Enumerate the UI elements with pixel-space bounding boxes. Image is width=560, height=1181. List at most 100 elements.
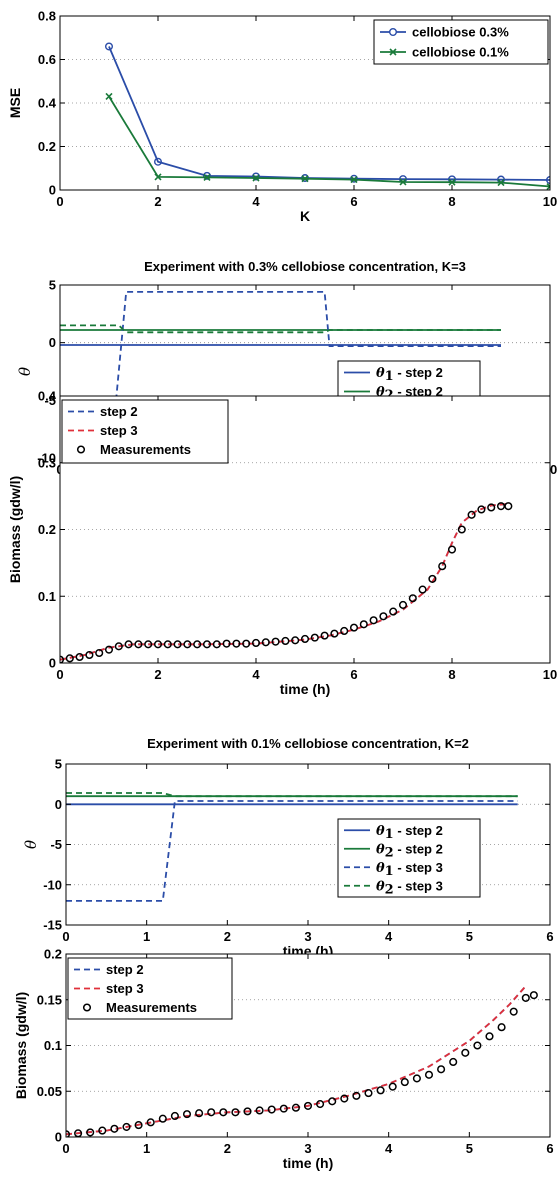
data-point xyxy=(301,175,309,183)
x-tick-label: 3 xyxy=(304,929,311,944)
x-tick-label: 2 xyxy=(154,667,161,682)
measurement-point xyxy=(134,640,143,649)
x-tick-label: 2 xyxy=(224,1141,231,1156)
legend-label: θ1 - step 2 xyxy=(376,365,443,384)
measurement-point xyxy=(340,1094,349,1103)
legend-entry: step 3 xyxy=(68,423,138,438)
measurement-point xyxy=(291,636,300,645)
legend-marker xyxy=(82,1003,92,1012)
x-tick-label: 4 xyxy=(252,194,260,209)
measurement-point xyxy=(279,1104,288,1113)
data-point xyxy=(497,179,505,187)
measurement-point xyxy=(144,640,153,649)
x-tick-label: 0 xyxy=(62,929,69,944)
legend: θ1 - step 2θ2 - step 2θ1 - step 3θ2 - st… xyxy=(337,818,481,898)
measurement-point xyxy=(485,1032,494,1041)
legend-label: Measurements xyxy=(100,442,191,457)
legend-label: cellobiose 0.3% xyxy=(412,25,509,40)
measurement-point xyxy=(389,607,398,616)
y-tick-label: 0.2 xyxy=(38,139,56,154)
legend-box xyxy=(373,19,549,65)
measurement-point xyxy=(75,652,84,662)
measurement-point xyxy=(212,640,221,649)
measurement-point xyxy=(369,616,378,625)
legend-label: θ1 - step 3 xyxy=(376,860,443,879)
measurement-point xyxy=(300,634,310,644)
y-tick-label: 0.2 xyxy=(38,522,56,537)
data-point xyxy=(105,92,113,101)
x-tick-label: 0 xyxy=(62,1141,69,1156)
measurement-point xyxy=(173,640,182,649)
measurement-point xyxy=(461,1048,470,1057)
measurement-point xyxy=(467,510,476,519)
legend-box xyxy=(61,399,229,464)
data-point xyxy=(448,178,456,186)
measurement-point xyxy=(243,1107,252,1116)
y-tick-label: -5 xyxy=(44,393,56,408)
measurement-point xyxy=(65,654,74,663)
y-tick-label: 0.4 xyxy=(38,389,57,404)
legend-entry: cellobiose 0.3% xyxy=(380,25,509,40)
measurement-point xyxy=(473,1041,482,1050)
measurement-point xyxy=(449,1057,458,1067)
measurement-point xyxy=(153,640,163,649)
measurement-point xyxy=(104,645,114,654)
y-tick-label: 0.3 xyxy=(38,455,56,470)
measurement-point xyxy=(271,637,280,646)
measurement-point xyxy=(170,1111,179,1121)
legend-label: θ2 - step 2 xyxy=(376,841,443,860)
legend-label: step 2 xyxy=(106,962,144,977)
measurement-point xyxy=(424,1070,434,1079)
x-tick-label: 6 xyxy=(546,1141,553,1156)
y-tick-label: 0.1 xyxy=(38,589,56,604)
y-tick-label: 0.8 xyxy=(38,9,56,24)
measurement-point xyxy=(447,545,457,554)
chart-panel-3: 0 2 4 6 8 10 0 0.1 0.2 0.3 0.4 time (h) Biomass (gdw… xyxy=(7,389,557,698)
measurement-point xyxy=(477,505,486,514)
measurement-point xyxy=(376,1086,385,1095)
y-axis-label: Biomass (gdw/l) xyxy=(7,476,23,583)
legend-entry: θ2 - step 3 xyxy=(344,878,443,897)
y-tick-label: -5 xyxy=(50,837,62,852)
y-axis-label: θ xyxy=(22,840,40,849)
y-axis-label: θ xyxy=(16,367,34,376)
measurement-point xyxy=(521,993,530,1002)
legend-entry: Measurements xyxy=(76,442,191,457)
y-axis-label: Biomass (gdw/l) xyxy=(13,992,29,1099)
measurement-point xyxy=(400,1078,409,1087)
x-tick-label: 1 xyxy=(143,929,150,944)
measurement-point xyxy=(222,639,231,648)
legend-marker xyxy=(389,48,397,56)
chart-title: Experiment with 0.1% cellobiose concentr… xyxy=(147,736,469,751)
chart-title: Experiment with 0.3% cellobiose concentr… xyxy=(144,259,466,274)
data-point xyxy=(104,42,113,51)
measurement-point xyxy=(509,1007,518,1016)
measurement-point xyxy=(242,639,251,648)
x-tick-label: 6 xyxy=(350,194,357,209)
measurement-point xyxy=(261,638,270,647)
legend-entry: step 2 xyxy=(68,404,138,419)
measurement-point xyxy=(251,638,261,648)
y-tick-label: 0 xyxy=(55,797,62,812)
x-tick-label: 10 xyxy=(543,667,557,682)
y-tick-label: -15 xyxy=(43,918,62,933)
legend-label: step 3 xyxy=(100,423,138,438)
measurement-point xyxy=(163,640,172,649)
measurement-point xyxy=(349,623,359,632)
measurement-point xyxy=(340,626,349,636)
data-point xyxy=(546,182,550,190)
x-tick-label: 3 xyxy=(304,1141,311,1156)
legend: step 2 step 3 Measurements xyxy=(67,957,233,1020)
measurement-point xyxy=(437,1065,446,1074)
data-point xyxy=(153,157,162,166)
measurement-point xyxy=(124,640,133,649)
measurement-point xyxy=(85,650,94,660)
x-tick-label: 1 xyxy=(143,1141,150,1156)
measurement-point xyxy=(98,1126,107,1135)
x-tick-label: 8 xyxy=(448,194,455,209)
measurement-point xyxy=(183,640,192,649)
measurement-point xyxy=(457,525,466,534)
x-tick-label: 6 xyxy=(350,667,357,682)
